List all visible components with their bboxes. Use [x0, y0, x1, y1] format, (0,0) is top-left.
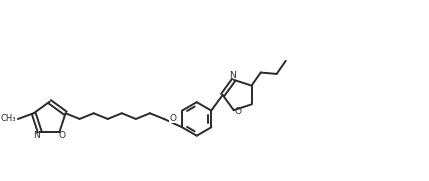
- Text: O: O: [234, 107, 241, 116]
- Text: O: O: [169, 114, 176, 123]
- Text: O: O: [59, 131, 66, 140]
- Text: CH₃: CH₃: [0, 115, 16, 123]
- Text: O: O: [169, 114, 176, 123]
- Text: N: N: [33, 131, 40, 140]
- Text: N: N: [230, 71, 236, 80]
